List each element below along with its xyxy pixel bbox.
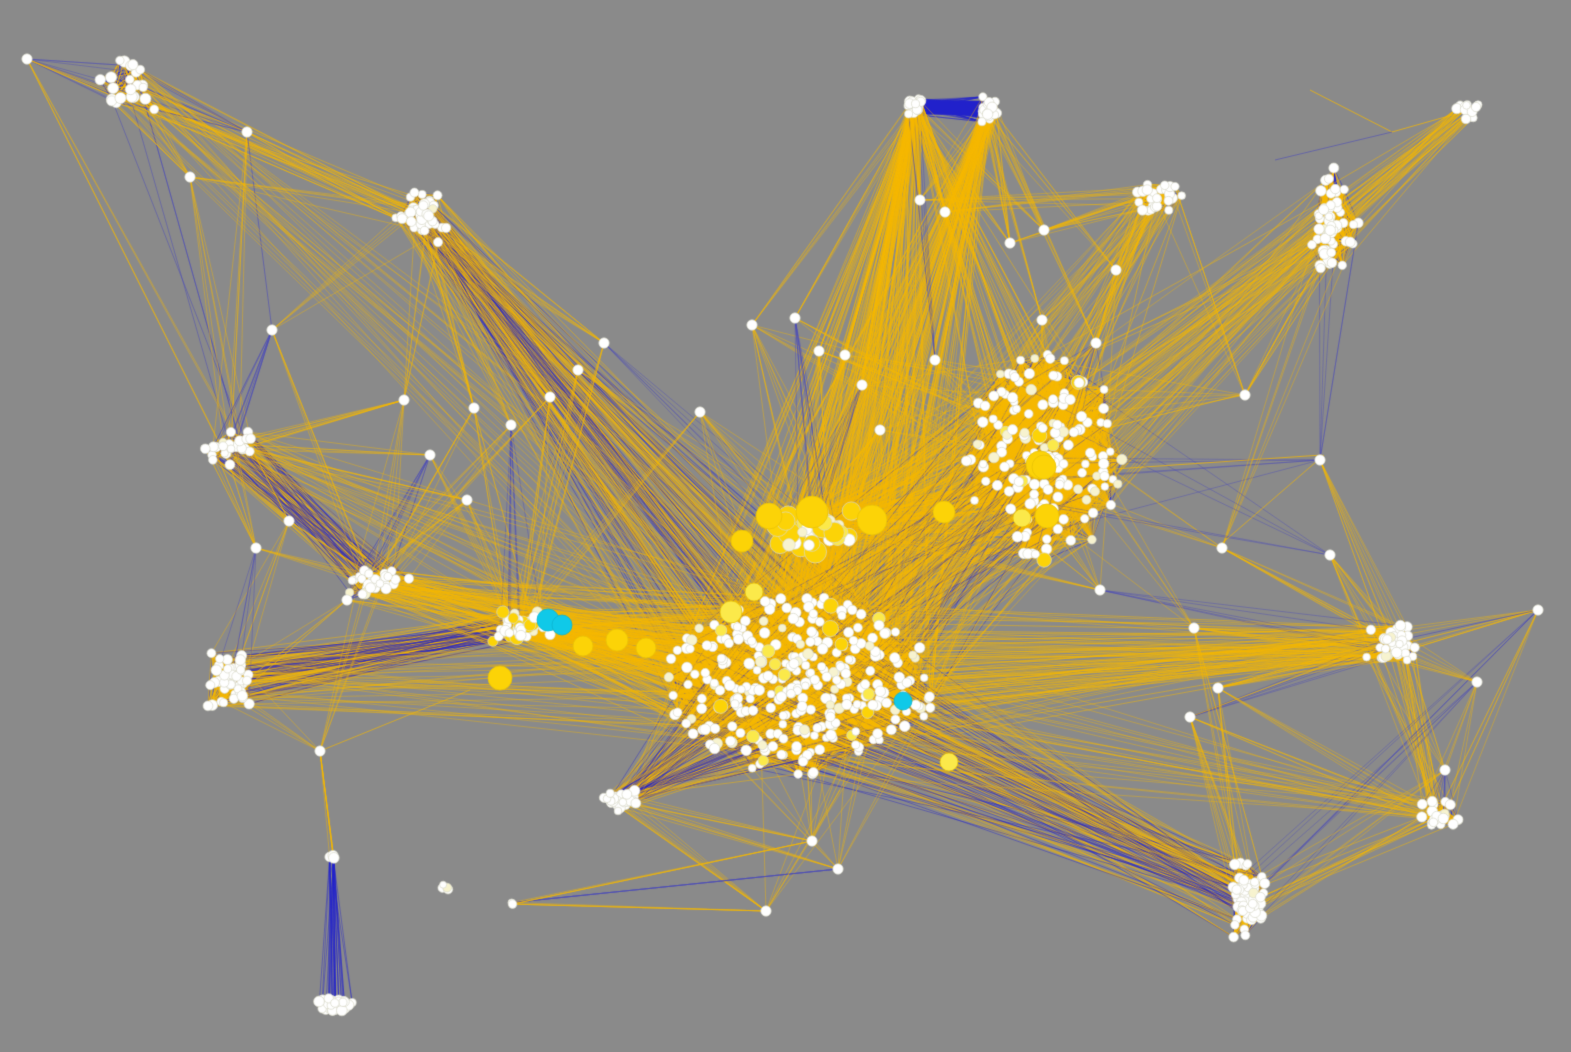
- network-graph-canvas[interactable]: [0, 0, 1571, 1052]
- graph-viewport[interactable]: [0, 0, 1571, 1052]
